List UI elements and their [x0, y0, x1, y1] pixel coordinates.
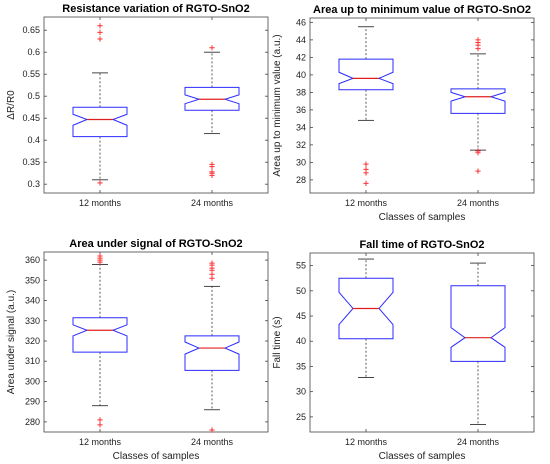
- x-axis-label: Classes of samples: [379, 451, 466, 462]
- outlier-point: [209, 427, 215, 433]
- outlier-point: [363, 161, 369, 167]
- x-tick-label: 24 months: [457, 437, 500, 447]
- outlier-point: [475, 148, 481, 154]
- y-tick-label: 38: [296, 87, 306, 97]
- outlier-point: [97, 29, 103, 35]
- y-tick-label: 25: [296, 412, 306, 422]
- y-tick-label: 45: [296, 311, 306, 321]
- y-tick-label: 30: [296, 157, 306, 167]
- chart-title: Fall time of RGTO-SnO2: [359, 239, 484, 251]
- y-tick-label: 0.6: [27, 47, 40, 57]
- y-tick-label: 34: [296, 122, 306, 132]
- x-tick-label: 12 months: [79, 437, 122, 447]
- y-tick-label: 35: [296, 361, 306, 371]
- y-tick-label: 36: [296, 105, 306, 115]
- y-tick-label: 340: [25, 296, 40, 306]
- y-tick-label: 330: [25, 316, 40, 326]
- outlier-point: [97, 253, 103, 259]
- y-tick-label: 44: [296, 35, 306, 45]
- outlier-point: [475, 168, 481, 174]
- outlier-point: [475, 37, 481, 43]
- y-tick-label: 32: [296, 140, 306, 150]
- y-tick-label: 310: [25, 356, 40, 366]
- y-tick-label: 50: [296, 286, 306, 296]
- x-tick-label: 12 months: [345, 437, 388, 447]
- x-tick-label: 12 months: [79, 198, 122, 208]
- y-tick-label: 0.5: [27, 91, 40, 101]
- notched-box: [72, 317, 128, 353]
- y-tick-label: 0.45: [22, 113, 40, 123]
- y-axis-label: Area under signal (a.u.): [6, 290, 17, 395]
- chart-title: Resistance variation of RGTO-SnO2: [62, 3, 249, 15]
- notched-box: [72, 106, 128, 138]
- outlier-point: [363, 166, 369, 172]
- x-tick-label: 12 months: [345, 198, 388, 208]
- y-axis-label: Fall time (s): [272, 316, 283, 368]
- y-tick-label: 280: [25, 417, 40, 427]
- x-tick-label: 24 months: [457, 198, 500, 208]
- y-tick-label: 46: [296, 17, 306, 27]
- outlier-point: [97, 23, 103, 29]
- y-tick-label: 300: [25, 376, 40, 386]
- y-axis-label: Area up to minimum value (a.u.): [272, 34, 283, 176]
- y-tick-label: 290: [25, 397, 40, 407]
- x-axis-label: Classes of samples: [379, 212, 466, 223]
- outlier-point: [97, 422, 103, 428]
- notched-box: [184, 335, 240, 371]
- y-tick-label: 40: [296, 70, 306, 80]
- plot-frame: [309, 252, 535, 433]
- plot-frame: [309, 17, 535, 194]
- y-tick-label: 0.3: [27, 179, 40, 189]
- outlier-point: [363, 180, 369, 186]
- notched-box: [184, 86, 240, 111]
- y-tick-label: 0.55: [22, 69, 40, 79]
- notched-box: [450, 88, 506, 114]
- notched-box: [450, 285, 506, 362]
- y-tick-label: 0.4: [27, 135, 40, 145]
- y-axis-label: ΔR/R0: [6, 90, 17, 120]
- outlier-point: [209, 260, 215, 266]
- plot-frame: [43, 16, 269, 194]
- outlier-point: [97, 180, 103, 186]
- y-tick-label: 55: [296, 261, 306, 271]
- y-tick-label: 28: [296, 175, 306, 185]
- y-tick-label: 0.35: [22, 157, 40, 167]
- outlier-point: [209, 161, 215, 167]
- y-tick-label: 0.65: [22, 25, 40, 35]
- chart-title: Area under signal of RGTO-SnO2: [69, 238, 242, 250]
- chart-title: Area up to minimum value of RGTO-SnO2: [313, 4, 531, 16]
- plot-frame: [43, 251, 269, 433]
- x-tick-label: 24 months: [191, 437, 234, 447]
- y-tick-label: 320: [25, 336, 40, 346]
- outlier-point: [209, 169, 215, 175]
- y-tick-label: 360: [25, 255, 40, 265]
- outlier-point: [97, 36, 103, 42]
- y-tick-label: 40: [296, 336, 306, 346]
- x-tick-label: 24 months: [191, 198, 234, 208]
- notched-box: [338, 277, 394, 340]
- x-axis-label: Classes of samples: [113, 451, 200, 462]
- notched-box: [338, 58, 394, 91]
- y-tick-label: 350: [25, 275, 40, 285]
- y-tick-label: 30: [296, 387, 306, 397]
- y-tick-label: 42: [296, 52, 306, 62]
- outlier-point: [97, 417, 103, 423]
- outlier-point: [209, 45, 215, 51]
